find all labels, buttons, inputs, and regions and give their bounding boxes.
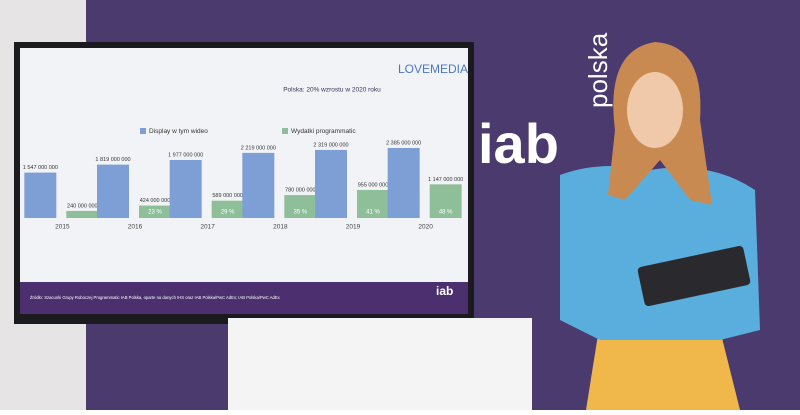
chart-title: Polska: 20% wzrostu w 2020 roku <box>283 87 381 94</box>
bar <box>66 210 99 218</box>
bar <box>242 152 275 218</box>
face <box>627 72 683 148</box>
bar <box>284 195 317 218</box>
value-label: 780 000 000 <box>285 188 316 194</box>
legend-label: Display w tym wideo <box>149 128 208 135</box>
skirt <box>586 322 740 410</box>
tablet <box>637 245 751 307</box>
bar <box>357 189 389 218</box>
x-tick-label: 2017 <box>200 224 215 231</box>
bar <box>24 172 57 218</box>
wall-brand-sub: polska <box>583 32 613 108</box>
value-label: 2 385 000 000 <box>386 140 421 146</box>
value-label: 240 000 000 <box>67 203 98 209</box>
value-label: 1 977 000 000 <box>168 152 203 158</box>
legend-swatch <box>140 128 146 134</box>
x-tick-label: 2016 <box>128 224 143 231</box>
bar <box>97 164 129 218</box>
screen-logo: LOVEMEDIA <box>398 62 468 76</box>
x-tick-label: 2018 <box>273 224 288 231</box>
x-tick-label: 2015 <box>55 224 70 231</box>
value-label: 1 819 000 000 <box>95 157 130 163</box>
bar <box>211 200 244 218</box>
bar <box>387 148 420 218</box>
bar <box>139 205 171 218</box>
share-label: 41 % <box>366 210 380 216</box>
share-label: 35 % <box>293 210 307 216</box>
value-label: 2 219 000 000 <box>241 145 276 151</box>
bar <box>169 159 202 218</box>
x-tick-label: 2019 <box>346 224 361 231</box>
value-label: 1 547 000 000 <box>23 165 58 171</box>
value-label: 2 319 000 000 <box>313 142 348 148</box>
share-label: 23 % <box>148 210 162 216</box>
share-label: 29 % <box>221 210 235 216</box>
x-tick-label: 2020 <box>418 224 433 231</box>
value-label: 955 000 000 <box>358 182 389 188</box>
screen-footer <box>20 282 468 314</box>
bar <box>315 149 347 218</box>
wall-brand: iab <box>478 112 559 175</box>
bar <box>429 184 462 218</box>
corner-logo: iab <box>436 284 453 298</box>
source-text: Źródło: Szacunki Grupy Roboczej Programm… <box>30 295 281 300</box>
legend-swatch <box>282 128 288 134</box>
legend-label: Wydatki programmatic <box>291 128 356 135</box>
table <box>228 318 532 410</box>
share-label: 48 % <box>439 210 453 216</box>
sweater <box>560 166 760 340</box>
value-label: 589 000 000 <box>212 193 243 199</box>
value-label: 1 147 000 000 <box>428 177 463 183</box>
value-label: 424 000 000 <box>140 198 171 204</box>
